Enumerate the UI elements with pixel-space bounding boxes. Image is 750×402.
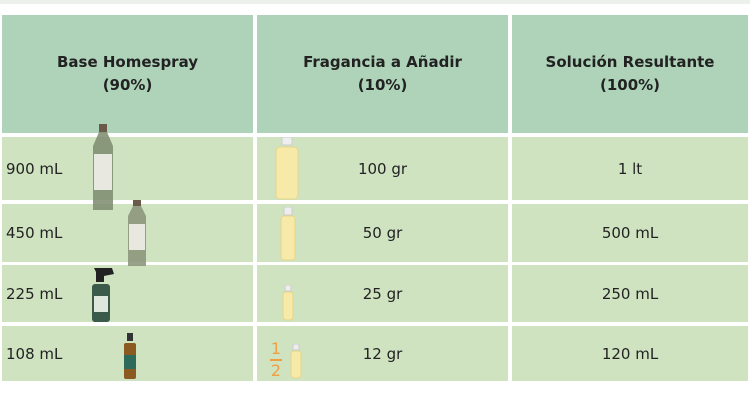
fraction-bar bbox=[270, 359, 282, 361]
numerator: 1 bbox=[270, 339, 282, 358]
header-cell: Fragancia a Añadir (10%) bbox=[257, 15, 508, 133]
header-subtitle: (10%) bbox=[357, 76, 408, 94]
header-subtitle: (90%) bbox=[102, 76, 153, 94]
cell: 225 mL bbox=[2, 265, 253, 322]
cell: 900 mL bbox=[2, 137, 253, 200]
cell: 25 gr bbox=[257, 265, 508, 322]
bottle-icon bbox=[93, 124, 113, 210]
cell: 250 mL bbox=[512, 265, 748, 322]
header-subtitle: (100%) bbox=[599, 76, 661, 94]
cell: 500 mL bbox=[512, 204, 748, 262]
header-cell: Base Homespray (90%) bbox=[2, 15, 253, 133]
fragrance-bottle-icon bbox=[280, 207, 296, 261]
denominator: 2 bbox=[270, 361, 282, 380]
fragrance-bottle-icon bbox=[290, 344, 302, 379]
spray-bottle-icon bbox=[92, 268, 114, 322]
cell: 120 mL bbox=[512, 326, 748, 381]
fraction-note: 1 2 bbox=[270, 340, 282, 380]
cell: 50 gr bbox=[257, 204, 508, 262]
header-title: Base Homespray bbox=[56, 53, 199, 71]
header-title: Solución Resultante bbox=[545, 53, 715, 71]
cell: 450 mL bbox=[2, 204, 253, 262]
bottle-icon bbox=[128, 200, 146, 266]
fragrance-bottle-icon bbox=[282, 285, 294, 321]
fragrance-bottle-icon bbox=[275, 137, 299, 200]
bottle-icon bbox=[124, 333, 136, 379]
header-cell: Solución Resultante (100%) bbox=[512, 15, 748, 133]
cell: 1 lt bbox=[512, 137, 748, 200]
top-strip bbox=[0, 0, 750, 4]
header-title: Fragancia a Añadir bbox=[303, 53, 462, 71]
cell: 100 gr bbox=[257, 137, 508, 200]
